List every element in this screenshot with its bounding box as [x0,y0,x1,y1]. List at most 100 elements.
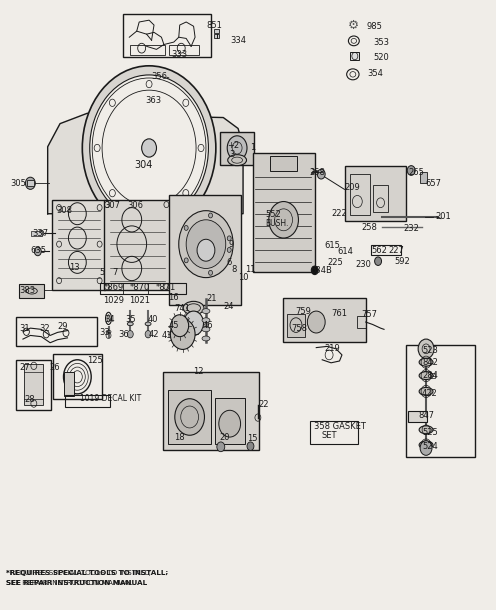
Circle shape [208,213,212,218]
Text: 847: 847 [419,411,434,420]
Bar [168,390,211,443]
Text: 45: 45 [169,321,180,330]
Bar [406,345,475,457]
Text: 1019 DECAL KIT: 1019 DECAL KIT [80,394,141,403]
Text: 8: 8 [232,265,237,275]
Circle shape [227,136,247,160]
Text: 615: 615 [325,241,341,250]
Text: 356: 356 [152,71,168,81]
Text: 304: 304 [134,160,153,170]
Bar [310,421,358,443]
Text: 258: 258 [362,223,377,232]
Bar [134,89,163,98]
Text: 354: 354 [368,69,383,78]
Circle shape [219,411,241,437]
Circle shape [82,66,216,230]
Circle shape [170,319,195,350]
Text: ⚙: ⚙ [348,18,359,32]
Text: 842: 842 [422,358,438,367]
Text: 201: 201 [435,212,451,221]
Text: 308: 308 [57,206,72,215]
Bar [15,317,97,346]
Bar [283,298,366,342]
Circle shape [90,75,208,221]
Text: 13: 13 [69,263,79,272]
Circle shape [175,399,204,436]
Bar [371,245,401,255]
Text: 761: 761 [331,309,347,318]
Circle shape [374,257,381,265]
Bar [124,14,211,57]
Circle shape [407,166,415,175]
Ellipse shape [419,387,433,395]
Text: 562: 562 [372,246,387,255]
Circle shape [186,220,226,268]
Bar [420,172,427,183]
Text: 26: 26 [49,362,60,371]
Circle shape [171,315,188,337]
Text: BUSH.: BUSH. [265,219,289,228]
Text: *869: *869 [104,284,124,292]
Text: 9: 9 [228,240,234,249]
Text: SEE REPAIR INSTRUCTION MANUAL: SEE REPAIR INSTRUCTION MANUAL [5,580,132,586]
Text: 227: 227 [388,246,404,255]
Text: 5: 5 [100,268,105,277]
Text: 520: 520 [373,54,389,62]
Text: 232: 232 [404,224,420,234]
Ellipse shape [419,426,433,434]
Text: 209: 209 [344,183,360,192]
Ellipse shape [202,309,210,314]
Bar [53,354,102,400]
Text: 307: 307 [105,201,121,210]
Text: 31: 31 [19,324,30,332]
Bar [270,156,298,171]
Text: 225: 225 [327,258,343,267]
Bar [350,52,359,60]
Text: 552: 552 [265,210,281,220]
Text: 1: 1 [250,143,256,152]
Text: 22: 22 [258,400,268,409]
Text: 592: 592 [394,257,410,266]
Text: 42: 42 [149,330,160,339]
Text: *870: *870 [129,284,149,292]
Text: 35: 35 [125,315,136,324]
Circle shape [308,311,325,333]
Ellipse shape [183,301,204,315]
Text: 614: 614 [337,247,353,256]
Circle shape [227,236,231,241]
Text: 1029: 1029 [104,296,124,304]
Text: 358 GASKET: 358 GASKET [314,422,366,431]
Bar [163,372,259,450]
Circle shape [184,258,188,263]
Ellipse shape [127,322,133,326]
Text: 851: 851 [206,21,222,29]
Circle shape [418,339,434,359]
Text: 353: 353 [373,38,389,46]
Text: 657: 657 [425,179,441,188]
Text: 36: 36 [119,330,129,339]
Bar [214,29,219,33]
Ellipse shape [228,155,247,166]
Circle shape [247,442,254,450]
Text: *REQUIRES SPECIAL TOOLS TO INSTALL;: *REQUIRES SPECIAL TOOLS TO INSTALL; [5,570,151,576]
Ellipse shape [202,327,210,332]
Bar [64,372,74,396]
Text: 757: 757 [362,310,378,319]
Circle shape [317,170,325,179]
Ellipse shape [145,322,151,326]
Text: 230: 230 [356,260,372,270]
Text: 634B: 634B [311,266,333,275]
Bar [24,364,43,406]
Circle shape [179,210,233,278]
Circle shape [184,226,188,231]
Bar [430,373,435,378]
Circle shape [184,311,203,336]
Ellipse shape [202,336,210,341]
Bar [100,283,186,294]
Text: 12: 12 [193,367,204,376]
Circle shape [197,239,215,261]
Text: 3: 3 [229,150,235,159]
Polygon shape [48,113,243,214]
Text: 40: 40 [148,315,159,324]
Bar [27,180,34,186]
